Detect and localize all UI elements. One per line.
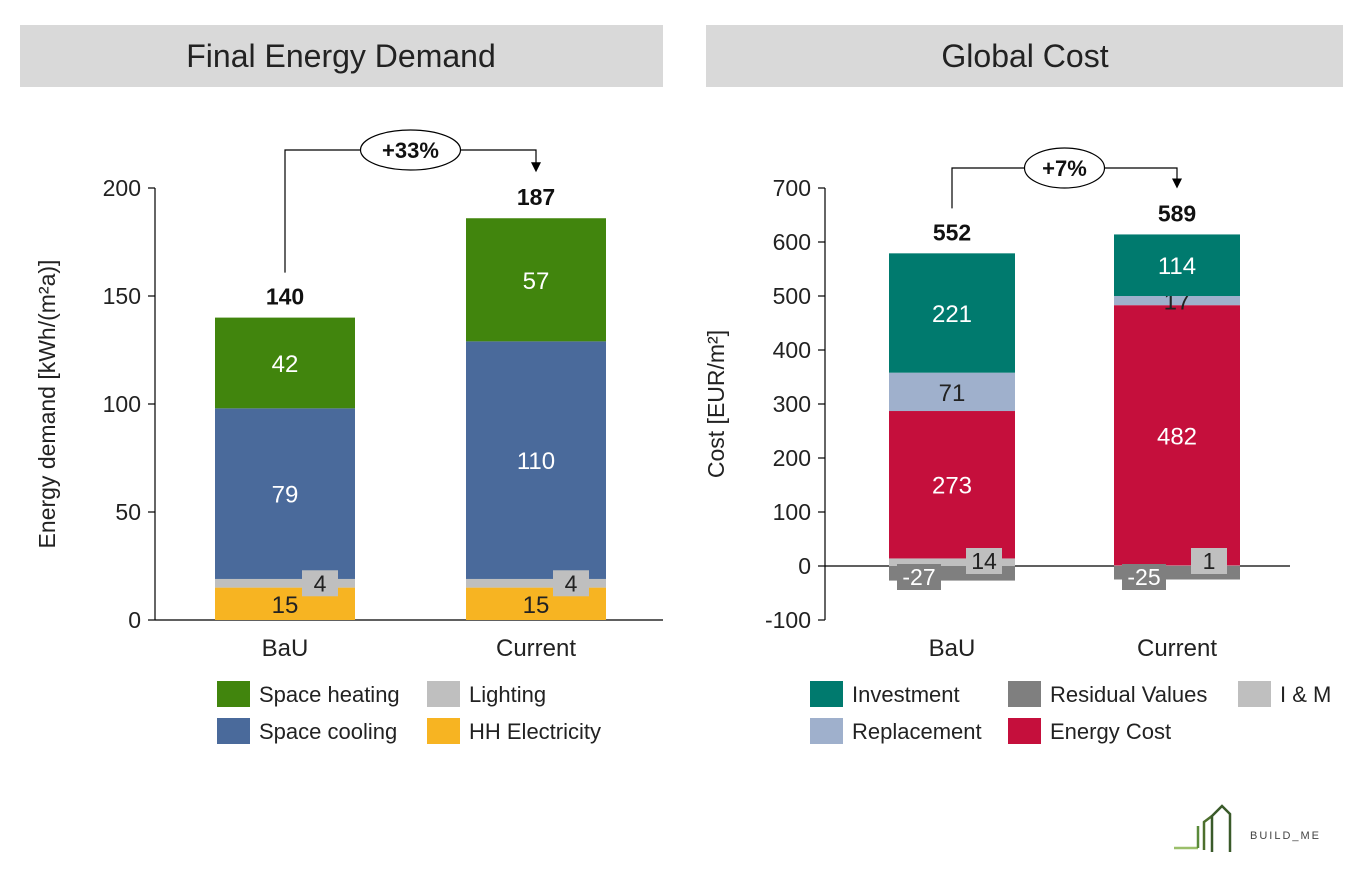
y-tick-label: -100 <box>765 607 811 633</box>
change-label: +33% <box>382 138 439 163</box>
chart-title-energy: Final Energy Demand <box>186 38 495 74</box>
total-label: 140 <box>266 284 304 310</box>
data-label: 221 <box>932 301 972 328</box>
y-tick-label: 400 <box>773 337 811 363</box>
x-tick-label: Current <box>1137 635 1217 662</box>
bar-segment <box>466 341 606 579</box>
legend-swatch <box>1008 718 1041 744</box>
bar-segment <box>889 253 1015 373</box>
data-label-box <box>897 564 941 590</box>
legend-label: Investment <box>852 682 960 707</box>
data-label: 71 <box>939 380 966 407</box>
data-label: 482 <box>1157 423 1197 450</box>
change-label: +7% <box>1042 156 1087 181</box>
data-label: 42 <box>272 351 299 378</box>
y-tick-label: 0 <box>798 553 811 579</box>
y-tick-label: 700 <box>773 175 811 201</box>
data-label: 273 <box>932 473 972 500</box>
data-label-box <box>1191 548 1227 574</box>
data-label: 4 <box>314 570 327 596</box>
global-cost-chart: -100 0 100 200 300 400 500 600 700 Cost [EUR/m²] 2… <box>703 147 1331 744</box>
data-label: 4 <box>565 570 578 596</box>
legend-swatch <box>1238 681 1271 707</box>
data-label: 15 <box>523 592 550 619</box>
title-bar-energy <box>20 25 663 87</box>
energy-demand-chart: 0 50 100 150 200 Energy demand [kWh/(m²a)] 15 7… <box>34 129 663 744</box>
bar-segment <box>889 411 1015 559</box>
data-label-box <box>966 548 1002 574</box>
legend-swatch <box>217 681 250 707</box>
y-tick-label: 100 <box>773 499 811 525</box>
data-label: 110 <box>517 448 555 475</box>
legend-label: Space heating <box>259 682 400 707</box>
data-label-box <box>1122 564 1166 590</box>
bar-segment <box>1114 305 1240 566</box>
y-tick-label: 500 <box>773 283 811 309</box>
x-tick-label: Current <box>496 635 576 662</box>
bar-segment <box>889 558 1015 566</box>
data-label: 15 <box>272 592 299 619</box>
legend-swatch <box>427 681 460 707</box>
legend-swatch <box>217 718 250 744</box>
building-logo-icon <box>1174 804 1232 852</box>
total-label: 187 <box>517 184 555 210</box>
bar-segment <box>215 578 355 588</box>
data-label: 114 <box>1158 253 1196 280</box>
bar-segment <box>215 408 355 579</box>
data-label: -25 <box>1127 564 1160 590</box>
legend-label: HH Electricity <box>469 719 601 744</box>
y-axis-label: Cost [EUR/m²] <box>703 330 729 478</box>
data-label: -27 <box>902 564 935 590</box>
legend-label: Lighting <box>469 682 546 707</box>
bar-segment <box>1114 565 1240 566</box>
data-label: 79 <box>272 482 299 509</box>
legend-label: Space cooling <box>259 719 397 744</box>
y-tick-label: 300 <box>773 391 811 417</box>
legend-label: Energy Cost <box>1050 719 1171 744</box>
bar-segment <box>1114 296 1240 306</box>
total-label: 589 <box>1158 200 1196 226</box>
y-tick-label: 100 <box>103 391 141 417</box>
x-tick-label: BaU <box>929 635 976 662</box>
data-label: 57 <box>523 268 550 295</box>
change-oval <box>359 129 462 171</box>
legend-swatch <box>810 681 843 707</box>
y-tick-label: 0 <box>128 607 141 633</box>
y-tick-label: 200 <box>773 445 811 471</box>
legend-label: Replacement <box>852 719 982 744</box>
y-tick-label: 600 <box>773 229 811 255</box>
bar-segment <box>889 372 1015 412</box>
logo-text: BUILD_ME <box>1250 830 1321 842</box>
y-tick-label: 200 <box>103 175 141 201</box>
legend-swatch <box>810 718 843 744</box>
change-arrowhead <box>1172 178 1182 189</box>
data-label-box <box>302 570 338 597</box>
bar-segment <box>466 578 606 588</box>
legend-label: I & M <box>1280 682 1331 707</box>
legend-label: Residual Values <box>1050 682 1207 707</box>
y-tick-label: 50 <box>115 499 141 525</box>
data-label: 14 <box>971 548 997 574</box>
change-arrowhead <box>531 162 541 173</box>
chart-title-cost: Global Cost <box>941 38 1108 74</box>
legend-swatch <box>427 718 460 744</box>
title-bar-cost <box>706 25 1343 87</box>
y-axis-label: Energy demand [kWh/(m²a)] <box>34 260 60 549</box>
y-tick-label: 150 <box>103 283 141 309</box>
change-oval <box>1023 147 1106 189</box>
data-label: 1 <box>1203 548 1216 574</box>
bar-segment <box>466 218 606 342</box>
legend-swatch <box>1008 681 1041 707</box>
bar-segment <box>215 317 355 409</box>
x-tick-label: BaU <box>262 635 309 662</box>
bar-segment <box>1114 234 1240 296</box>
data-label-box <box>553 570 589 597</box>
total-label: 552 <box>933 219 971 245</box>
build-me-logo: BUILD_ME <box>1174 804 1321 852</box>
